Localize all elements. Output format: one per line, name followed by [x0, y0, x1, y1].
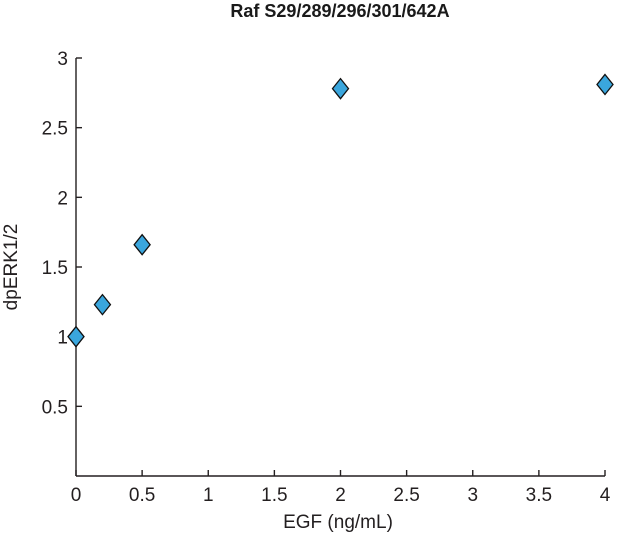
y-tick-label: 3 [57, 49, 68, 70]
y-tick-label: 1.5 [42, 258, 68, 279]
y-tick-label: 2 [57, 188, 68, 209]
chart-title: Raf S29/289/296/301/642A [230, 1, 449, 21]
data-points [67, 73, 614, 348]
y-tick-label: 2.5 [42, 119, 68, 140]
axes [75, 58, 605, 477]
y-tick-label: 0.5 [42, 397, 68, 418]
x-tick-label: 2.5 [393, 485, 419, 506]
x-tick-label: 3 [467, 485, 478, 506]
data-point [331, 77, 350, 100]
y-tick-label: 1 [57, 328, 68, 349]
x-tick-label: 0 [71, 485, 82, 506]
x-ticks: 0 0.5 1 1.5 2 2.5 3 3.5 4 [71, 470, 611, 506]
data-point [133, 233, 151, 256]
y-ticks: 0.5 1 1.5 2 2.5 3 [42, 49, 82, 418]
data-point [93, 293, 112, 316]
data-point [67, 325, 85, 348]
y-axis-label: dpERK1/2 [1, 224, 22, 311]
x-tick-label: 2 [335, 485, 346, 506]
data-point [596, 73, 614, 96]
x-tick-label: 1 [203, 485, 214, 506]
x-axis-label: EGF (ng/mL) [283, 512, 393, 533]
x-tick-label: 1.5 [261, 485, 287, 506]
x-tick-label: 0.5 [129, 485, 155, 506]
x-tick-label: 3.5 [526, 485, 552, 506]
x-tick-label: 4 [600, 485, 611, 506]
